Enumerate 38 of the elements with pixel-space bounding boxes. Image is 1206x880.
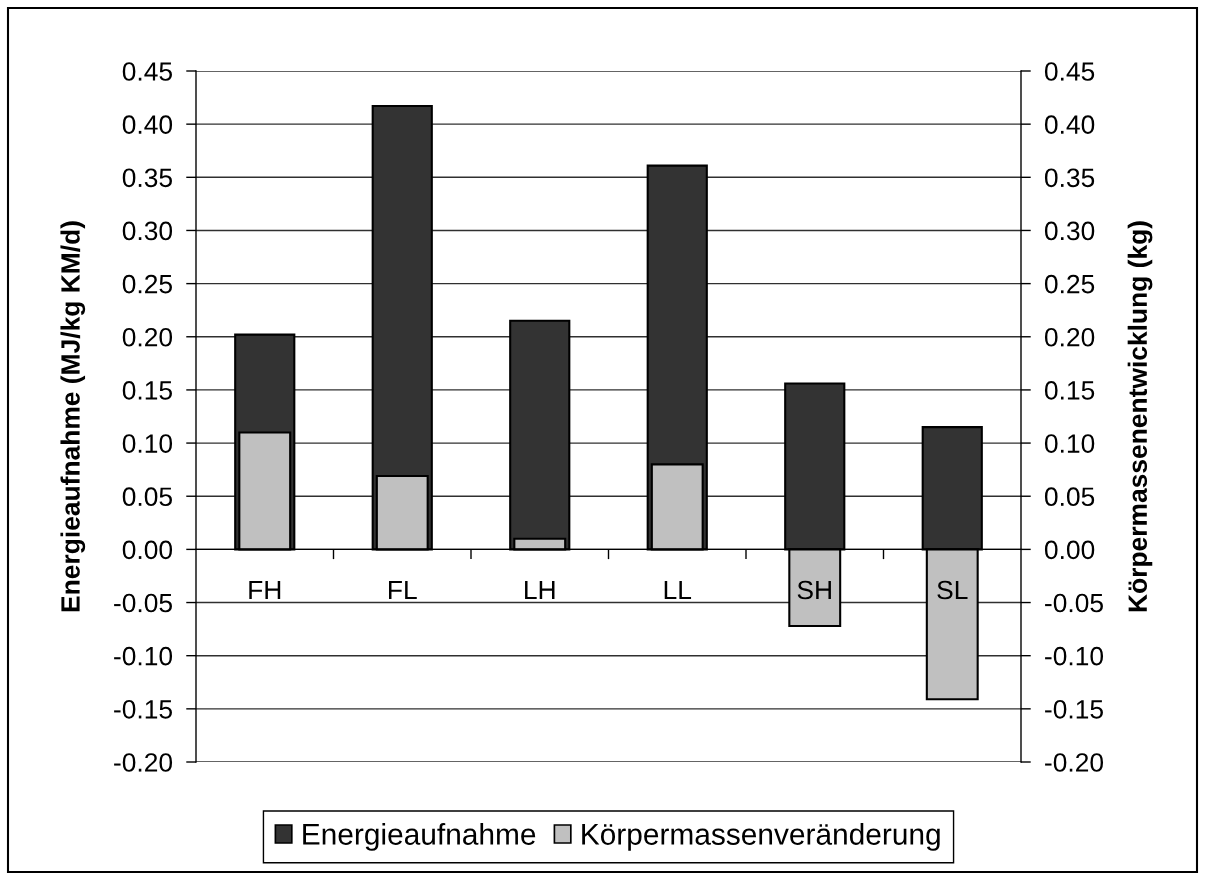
y-tick-label: -0.05 [114, 593, 172, 613]
y2-tick-label: 0.25 [1044, 274, 1095, 294]
y-tick-label: -0.15 [114, 699, 172, 719]
y2-tick-label: 0.15 [1044, 381, 1095, 400]
y2-tick-label: -0.05 [1045, 593, 1103, 613]
x-tick-label: SH [797, 580, 831, 600]
y-tick-label: 0.15 [122, 381, 172, 400]
y2-tick-label: 0.30 [1044, 221, 1095, 241]
y2-tick-label: -0.15 [1045, 699, 1103, 719]
y2-tick-label: -0.20 [1045, 753, 1104, 772]
legend-label: Körpermassenveränderung [582, 822, 940, 851]
y2-tick-label: 0.05 [1044, 487, 1095, 507]
y-tick-label: 0.40 [122, 115, 173, 134]
y-tick-label: 0.45 [122, 62, 172, 81]
y2-tick-label: 0.45 [1044, 62, 1095, 81]
y2-tick-label: 0.00 [1044, 540, 1095, 560]
y-tick-label: -0.20 [114, 753, 173, 772]
legend-label: Energieaufnahme [303, 822, 536, 851]
y-tick-label: 0.20 [122, 327, 173, 347]
x-tick-label: LH [525, 580, 555, 600]
y2-axis-title: Körpermassenentwicklung (kg) [1127, 221, 1153, 612]
y-tick-label: 0.10 [122, 434, 173, 453]
y-tick-label: 0.30 [122, 221, 173, 241]
x-tick-label: FH [249, 580, 281, 600]
y2-tick-label: 0.20 [1044, 327, 1095, 347]
y-tick-label: 0.25 [122, 274, 172, 294]
x-tick-label: LL [664, 580, 692, 600]
x-tick-label: SL [937, 580, 968, 600]
y-tick-label: 0.00 [122, 540, 173, 560]
y-tick-label: 0.35 [122, 168, 172, 188]
y-axis-title: Energieaufnahme (MJ/kg KM/d) [60, 221, 86, 612]
y2-tick-label: 0.40 [1044, 115, 1095, 134]
y2-tick-label: 0.35 [1044, 168, 1095, 188]
x-tick-label: FL [389, 580, 417, 600]
y2-tick-label: 0.10 [1044, 434, 1095, 453]
y-tick-label: 0.05 [122, 487, 172, 507]
y-tick-label: -0.10 [114, 646, 173, 666]
y2-tick-label: -0.10 [1045, 646, 1104, 666]
